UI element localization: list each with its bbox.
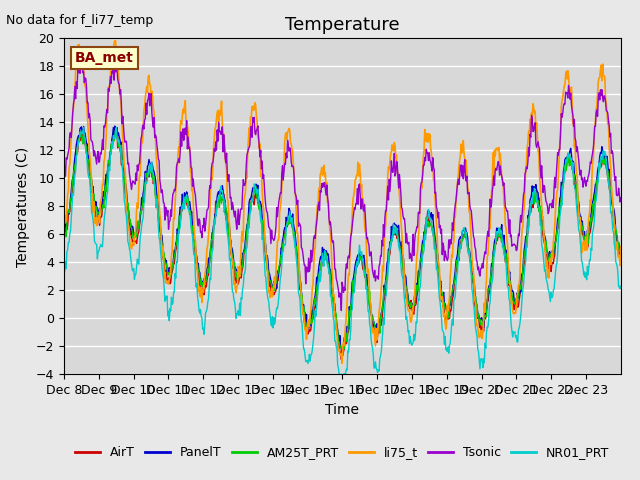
li75_t — [433, 220, 440, 226]
Y-axis label: Temperatures (C): Temperatures (C) — [17, 146, 30, 266]
Line: Tsonic: Tsonic — [64, 61, 621, 311]
PanelT — [111, 123, 118, 129]
li75_t — [228, 256, 236, 262]
NR01_PRT — [80, 125, 88, 131]
AM25T_PRT — [433, 249, 440, 254]
PanelT — [338, 350, 346, 356]
AM25T_PRT — [401, 278, 409, 284]
PanelT — [401, 273, 409, 278]
NR01_PRT — [433, 267, 440, 273]
AirT — [60, 233, 68, 239]
li75_t — [401, 282, 409, 288]
AM25T_PRT — [112, 127, 120, 133]
AM25T_PRT — [228, 254, 236, 260]
NR01_PRT — [60, 269, 68, 275]
AirT — [126, 223, 134, 228]
NR01_PRT — [256, 203, 264, 209]
AirT — [256, 201, 264, 207]
Line: AM25T_PRT: AM25T_PRT — [64, 130, 621, 354]
AM25T_PRT — [126, 216, 134, 222]
li75_t — [112, 38, 120, 44]
Title: Temperature: Temperature — [285, 16, 400, 34]
li75_t — [256, 141, 264, 147]
PanelT — [256, 198, 264, 204]
AM25T_PRT — [339, 351, 347, 357]
Line: PanelT: PanelT — [64, 126, 621, 353]
li75_t — [60, 223, 68, 229]
Tsonic — [617, 195, 625, 201]
li75_t — [277, 197, 285, 203]
AM25T_PRT — [256, 204, 264, 210]
NR01_PRT — [228, 289, 236, 295]
AM25T_PRT — [60, 227, 68, 233]
PanelT — [228, 247, 236, 252]
Line: AirT: AirT — [64, 131, 621, 360]
AirT — [617, 247, 625, 252]
AirT — [228, 259, 236, 264]
li75_t — [338, 360, 346, 366]
AirT — [277, 254, 285, 260]
NR01_PRT — [617, 283, 625, 289]
NR01_PRT — [401, 301, 409, 307]
AirT — [433, 254, 440, 260]
PanelT — [277, 245, 285, 251]
PanelT — [60, 229, 68, 235]
Tsonic — [256, 154, 264, 160]
li75_t — [617, 243, 625, 249]
Tsonic — [401, 224, 409, 230]
PanelT — [617, 252, 625, 257]
Tsonic — [433, 204, 440, 209]
Tsonic — [337, 308, 345, 313]
li75_t — [126, 242, 134, 248]
Tsonic — [77, 58, 84, 64]
Tsonic — [277, 191, 285, 196]
Legend: AirT, PanelT, AM25T_PRT, li75_t, Tsonic, NR01_PRT: AirT, PanelT, AM25T_PRT, li75_t, Tsonic,… — [70, 441, 614, 464]
X-axis label: Time: Time — [325, 403, 360, 417]
Line: NR01_PRT: NR01_PRT — [64, 128, 621, 374]
PanelT — [433, 245, 440, 251]
NR01_PRT — [277, 272, 285, 277]
NR01_PRT — [126, 248, 134, 254]
Text: No data for f_li77_temp: No data for f_li77_temp — [6, 14, 154, 27]
Line: li75_t: li75_t — [64, 41, 621, 363]
AM25T_PRT — [617, 247, 625, 252]
Tsonic — [228, 199, 236, 205]
Tsonic — [126, 175, 134, 181]
Tsonic — [60, 173, 68, 179]
AM25T_PRT — [277, 252, 285, 258]
PanelT — [126, 217, 134, 223]
AirT — [401, 283, 409, 288]
Text: BA_met: BA_met — [75, 51, 134, 65]
AirT — [112, 128, 120, 133]
AirT — [337, 357, 345, 362]
NR01_PRT — [335, 372, 343, 377]
